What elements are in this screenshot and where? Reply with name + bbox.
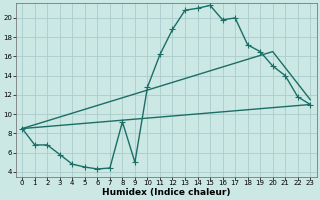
X-axis label: Humidex (Indice chaleur): Humidex (Indice chaleur) xyxy=(102,188,230,197)
